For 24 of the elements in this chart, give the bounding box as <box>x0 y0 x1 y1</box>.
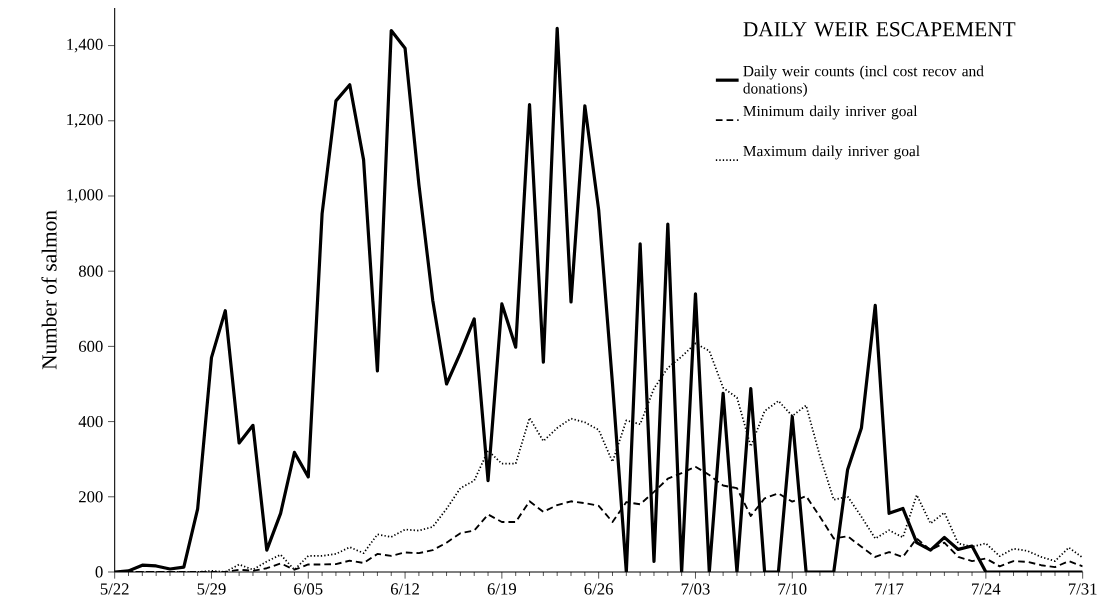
x-tick-label: 7/03 <box>681 583 710 595</box>
x-tick-label: 6/19 <box>487 583 517 595</box>
y-tick-label: 1,400 <box>67 38 103 53</box>
y-tick-label: 1,200 <box>67 113 103 128</box>
legend-label: Minimum daily inriver goal <box>743 105 918 120</box>
legend-label: Maximum daily inriver goal <box>743 145 920 160</box>
legend-title: DAILY WEIR ESCAPEMENT <box>743 22 1016 37</box>
x-tick-label: 7/24 <box>972 583 1001 595</box>
x-tick-label: 7/31 <box>1068 583 1097 595</box>
y-tick-label: 400 <box>78 415 103 428</box>
y-tick-label: 800 <box>78 265 103 277</box>
x-tick-label: 6/05 <box>294 583 323 595</box>
legend-label: Daily weir counts (incl cost recov and donations) <box>743 65 984 97</box>
x-tick-label: 5/29 <box>197 583 226 595</box>
y-axis-title: Number of salmon <box>41 210 57 370</box>
x-tick-label: 5/22 <box>100 583 129 595</box>
x-tick-label: 6/26 <box>584 583 613 595</box>
x-tick-label: 6/12 <box>390 583 419 595</box>
x-tick-label: 7/17 <box>875 583 904 595</box>
y-tick-label: 1,000 <box>67 189 103 203</box>
y-tick-label: 0 <box>95 566 103 578</box>
x-tick-label: 7/10 <box>778 583 807 595</box>
y-tick-label: 200 <box>79 491 103 503</box>
y-tick-label: 600 <box>79 340 103 353</box>
